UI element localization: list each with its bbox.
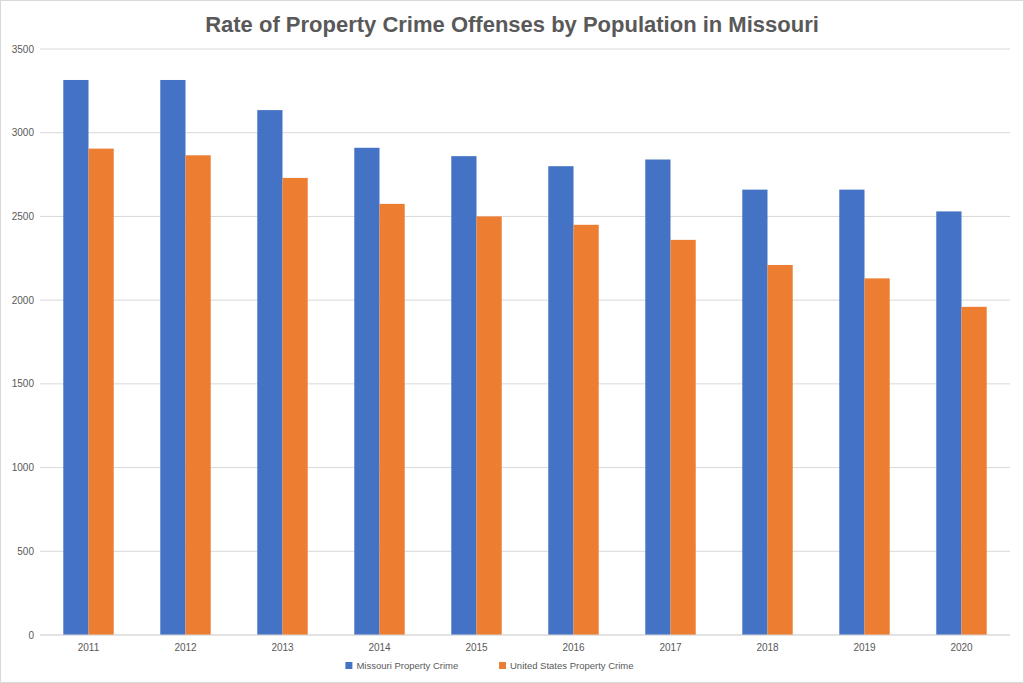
legend-label: Missouri Property Crime <box>356 660 458 671</box>
legend-label: United States Property Crime <box>510 660 634 671</box>
bars-group <box>63 80 986 635</box>
bar <box>645 160 670 635</box>
bar <box>768 265 793 635</box>
bar <box>671 240 696 635</box>
grid-line <box>40 49 1010 50</box>
chart-background <box>1 1 1024 683</box>
bar <box>936 211 961 635</box>
bar <box>257 110 282 635</box>
legend-swatch <box>499 662 506 669</box>
bar <box>548 166 573 635</box>
x-tick-label: 2018 <box>756 642 779 653</box>
x-tick-label: 2015 <box>465 642 488 653</box>
bar <box>477 216 502 635</box>
x-tick-label: 2019 <box>853 642 876 653</box>
y-tick-label: 1500 <box>12 378 35 389</box>
bar <box>742 190 767 635</box>
x-tick-label: 2013 <box>271 642 294 653</box>
x-tick-label: 2016 <box>562 642 585 653</box>
bar <box>380 204 405 635</box>
x-axis-line <box>40 635 1010 636</box>
bar <box>451 156 476 635</box>
x-tick-label: 2017 <box>659 642 682 653</box>
bar <box>186 155 211 635</box>
y-tick-label: 500 <box>17 546 34 557</box>
x-tick-label: 2012 <box>174 642 197 653</box>
bar <box>354 148 379 635</box>
bar <box>574 225 599 635</box>
y-tick-label: 0 <box>28 630 34 641</box>
x-tick-label: 2014 <box>368 642 391 653</box>
legend-swatch <box>345 662 352 669</box>
x-tick-label: 2020 <box>950 642 973 653</box>
chart-svg: Rate of Property Crime Offenses by Popul… <box>0 0 1024 683</box>
y-tick-label: 3000 <box>12 127 35 138</box>
bar <box>283 178 308 635</box>
y-tick-label: 1000 <box>12 462 35 473</box>
bar <box>160 80 185 635</box>
bar <box>865 278 890 635</box>
bar <box>89 149 114 635</box>
y-tick-label: 3500 <box>12 44 35 55</box>
chart-title: Rate of Property Crime Offenses by Popul… <box>205 12 819 37</box>
y-tick-label: 2500 <box>12 211 35 222</box>
x-tick-label: 2011 <box>78 642 100 653</box>
chart-root: Rate of Property Crime Offenses by Popul… <box>0 0 1024 683</box>
bar <box>962 307 987 635</box>
bar <box>839 190 864 635</box>
y-tick-label: 2000 <box>12 295 35 306</box>
grid-line <box>40 635 1010 636</box>
bar <box>63 80 88 635</box>
legend: Missouri Property Crime United States Pro… <box>345 660 633 671</box>
